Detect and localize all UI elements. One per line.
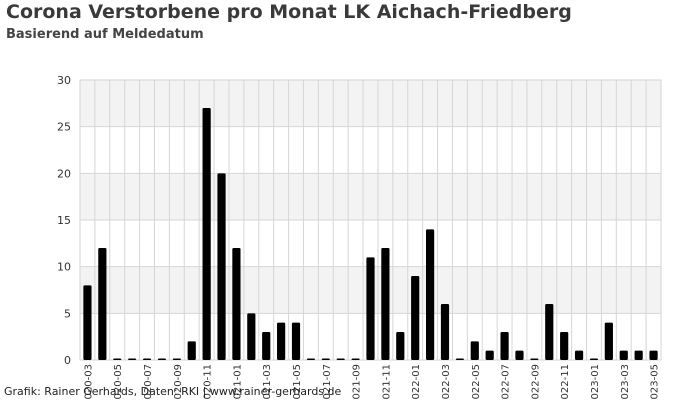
bar-2021-05	[291, 322, 301, 360]
x-tick-label: 2021-09	[352, 364, 363, 400]
background-band	[80, 126, 661, 174]
bar-2020-04	[98, 248, 107, 360]
x-tick-label: 2022-09	[530, 364, 541, 400]
bar-2020-10	[187, 341, 196, 360]
bar-2021-07	[321, 358, 330, 360]
chart-subtitle: Basierend auf Meldedatum	[6, 27, 204, 42]
bar-2020-07	[142, 358, 152, 360]
y-tick-label: 10	[57, 261, 71, 274]
x-tick-label: 2022-01	[411, 364, 422, 400]
y-tick-label: 15	[57, 214, 71, 227]
bar-2022-01	[411, 276, 420, 360]
bar-2021-09	[351, 358, 360, 360]
x-tick-label: 2022-11	[560, 364, 571, 400]
bar-2020-12	[217, 173, 226, 360]
x-tick-label: 2023-03	[620, 364, 631, 400]
bar-2023-02	[604, 322, 613, 360]
y-tick-label: 20	[57, 167, 71, 180]
bar-2021-10	[366, 257, 375, 360]
bar-2022-09	[530, 358, 539, 360]
bar-2022-04	[455, 358, 464, 360]
bar-2022-11	[560, 332, 569, 360]
bar-2021-03	[262, 332, 271, 360]
bar-2020-03	[83, 285, 92, 360]
bar-2022-07	[500, 332, 509, 360]
x-tick-label: 2020-07	[143, 364, 154, 400]
bar-2020-06	[128, 358, 137, 360]
bar-2021-12	[396, 332, 405, 360]
bar-2023-03	[619, 350, 628, 360]
x-tick-label: 2021-07	[322, 364, 333, 400]
x-tick-label: 2022-07	[501, 364, 512, 400]
bar-2021-02	[247, 313, 256, 360]
bar-2021-06	[306, 358, 316, 360]
y-tick-label: 5	[64, 307, 71, 320]
chart-title: Corona Verstorbene pro Monat LK Aichach-…	[6, 1, 572, 23]
grid-lines	[79, 79, 662, 361]
y-tick-label: 30	[57, 74, 71, 87]
bar-2021-08	[336, 358, 345, 360]
bar-2021-04	[277, 322, 286, 360]
x-tick-label: 2022-05	[471, 364, 482, 400]
x-tick-label: 2021-11	[381, 364, 392, 400]
y-tick-label: 0	[64, 354, 71, 367]
bar-2020-05	[113, 358, 122, 360]
x-tick-label: 2023-01	[590, 364, 601, 400]
bar-2021-01	[232, 248, 241, 360]
bar-2020-08	[157, 358, 167, 360]
bar-2022-05	[470, 341, 479, 360]
x-tick-label: 2021-01	[232, 364, 243, 400]
bar-2020-09	[172, 358, 181, 360]
x-tick-label: 2020-03	[83, 364, 94, 400]
bar-2023-05	[649, 350, 658, 360]
bar-2022-10	[545, 304, 554, 360]
x-tick-label: 2020-11	[203, 364, 214, 400]
background-band	[80, 173, 661, 220]
x-tick-label: 2022-03	[441, 364, 452, 400]
bars	[83, 108, 658, 360]
bar-2022-12	[574, 350, 584, 360]
bar-2022-02	[425, 229, 435, 360]
y-axis-ticks: 0 5 10 15 20 25 30	[57, 74, 71, 367]
background-band	[80, 80, 661, 127]
bar-2022-06	[485, 350, 494, 360]
x-tick-label: 2023-05	[650, 364, 661, 400]
y-tick-label: 25	[57, 121, 71, 134]
bar-2021-11	[381, 248, 390, 360]
bar-2023-04	[634, 350, 643, 360]
bar-2022-03	[440, 304, 450, 360]
x-tick-label: 2021-05	[292, 364, 303, 400]
x-tick-label: 2020-05	[113, 364, 124, 400]
bar-2023-01	[589, 358, 599, 360]
source-credit: Grafik: Rainer Gerhards, Daten: RKI | ww…	[4, 385, 342, 398]
bar-2022-08	[515, 350, 524, 360]
x-axis-ticks: 2020-03 2020-05 2020-07 2020-09 2020-11 2021-…	[83, 364, 660, 400]
x-tick-label: 2020-09	[173, 364, 184, 400]
x-tick-label: 2021-03	[262, 364, 273, 400]
bar-2020-11	[202, 108, 211, 360]
